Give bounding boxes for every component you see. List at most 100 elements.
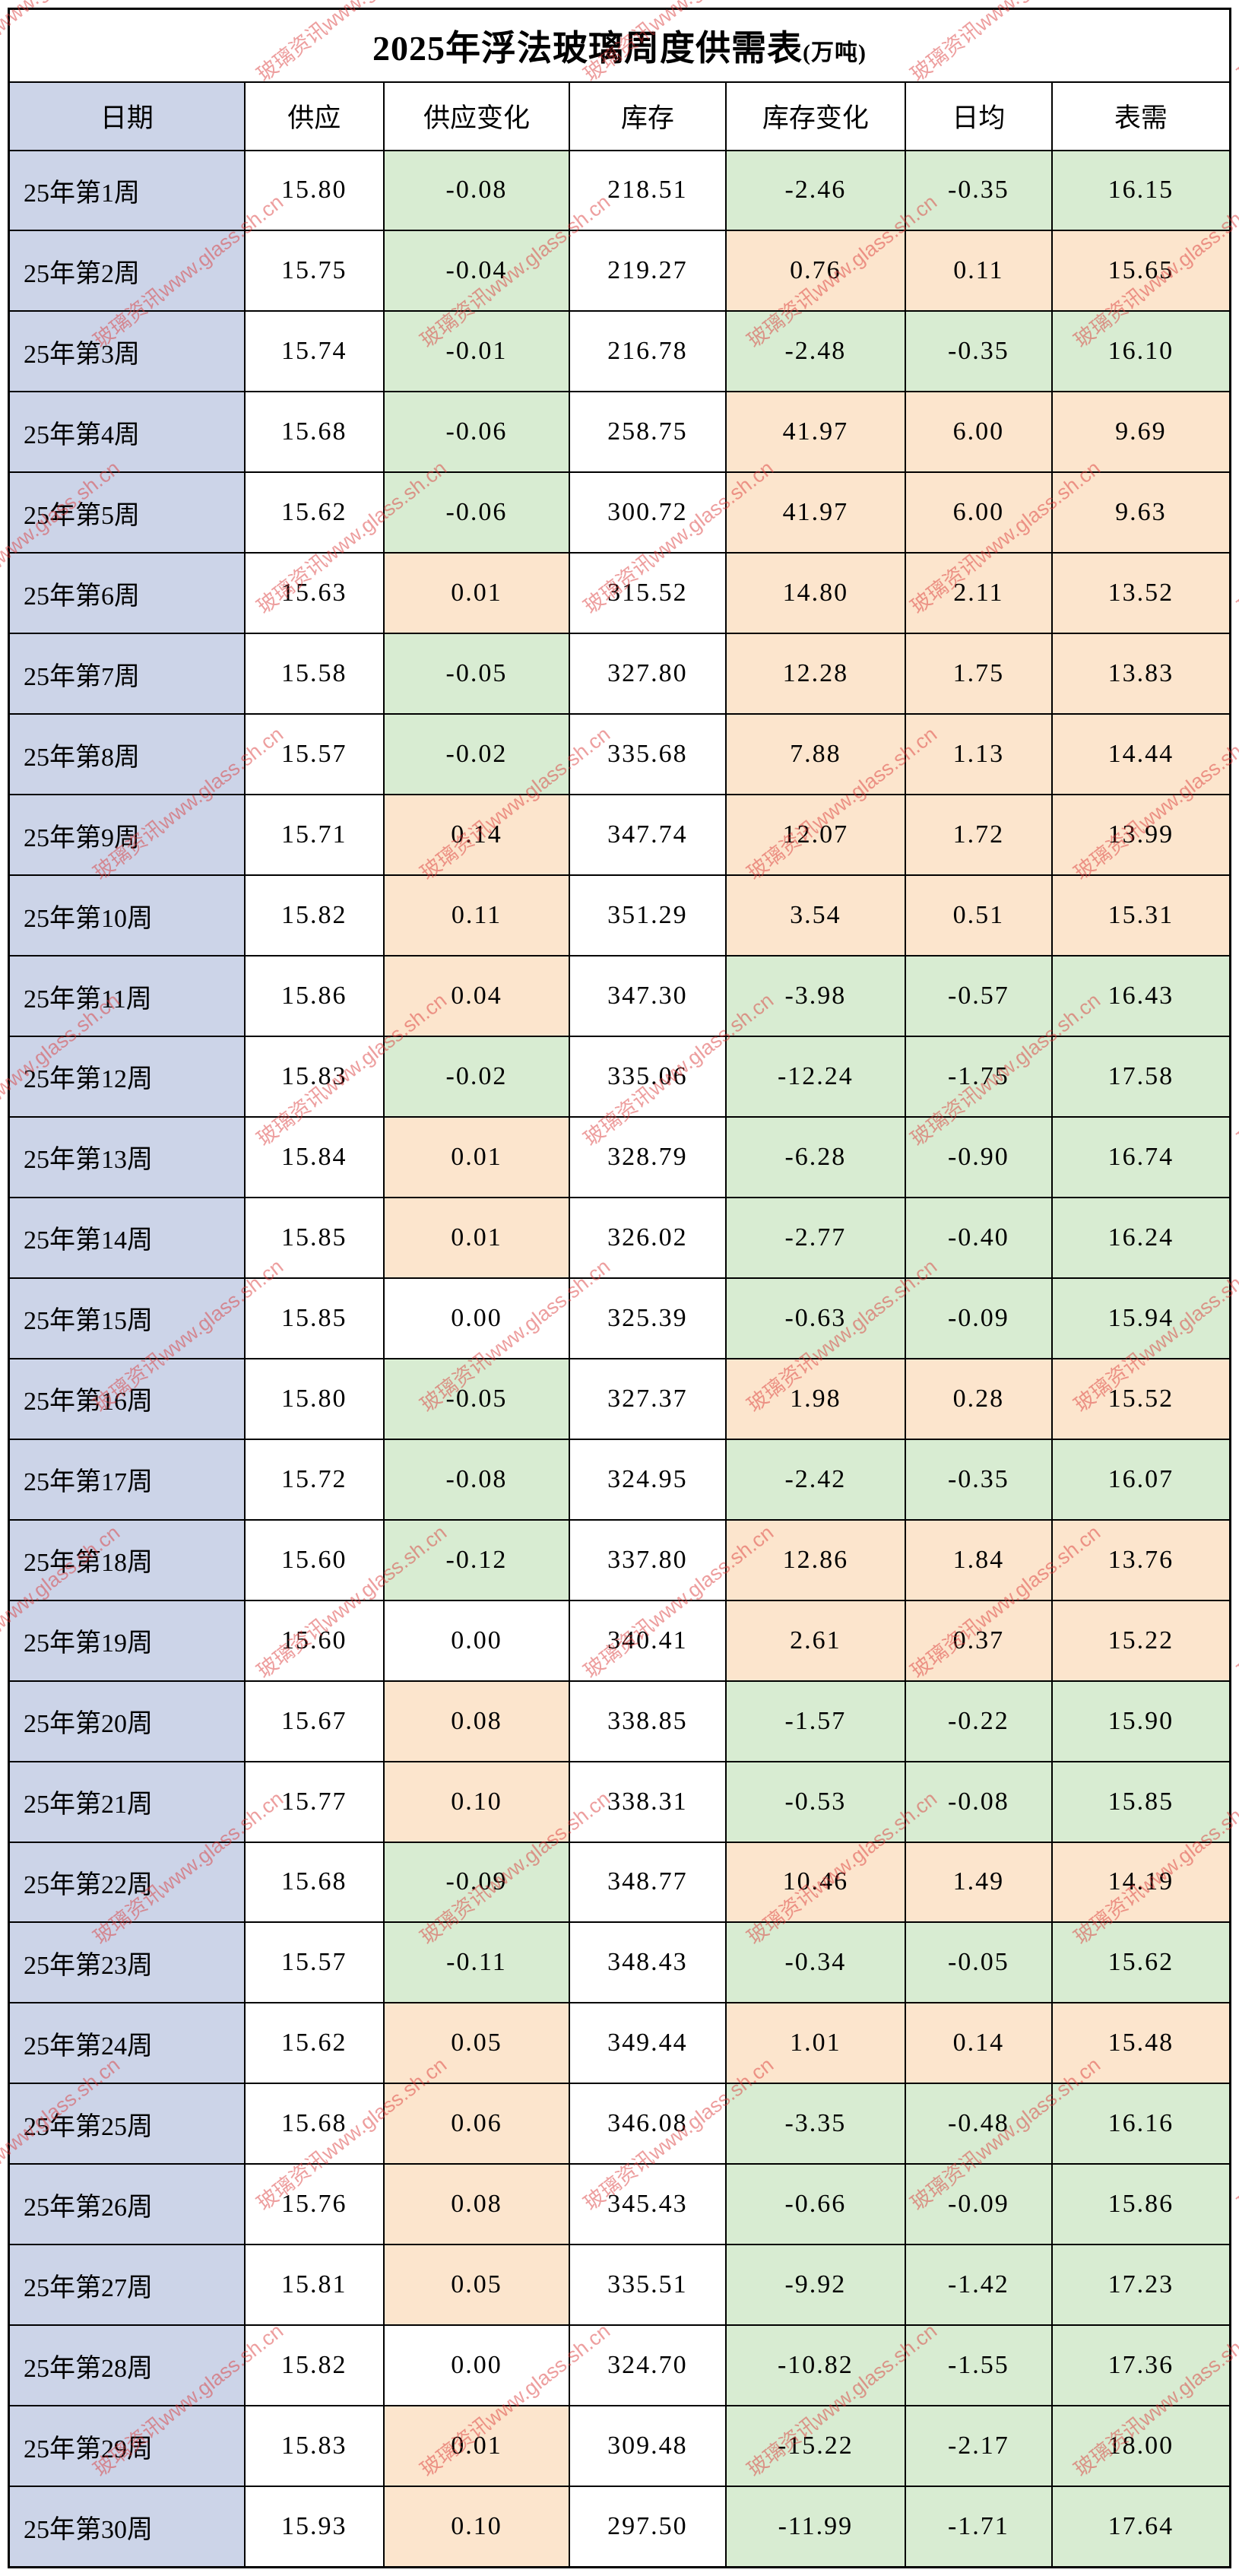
value-cell: 15.60 [243,1518,385,1601]
value-cell: 17.36 [1050,2324,1231,2407]
week-label-cell: 25年第16周 [8,1357,246,1440]
value-cell: 15.93 [243,2486,385,2568]
table-row: 25年第30周 15.93 0.10 297.50 -11.99 -1.71 17.64 [8,2486,1231,2568]
week-label-cell: 25年第23周 [8,1921,246,2004]
value-cell: -3.35 [724,2083,906,2165]
value-cell: -0.11 [382,1921,571,2004]
value-cell: 15.83 [243,1035,385,1118]
week-label-cell: 25年第1周 [8,149,246,232]
value-cell: -9.92 [724,2244,906,2327]
week-label-cell: 25年第2周 [8,230,246,312]
value-cell: 10.46 [724,1841,906,1924]
value-cell: 9.69 [1050,391,1231,474]
table-row: 25年第22周 15.68 -0.09 348.77 10.46 1.49 14.19 [8,1841,1231,1924]
value-cell: 15.75 [243,230,385,312]
value-cell: -2.48 [724,310,906,393]
column-header: 供应 [243,81,385,151]
value-cell: 16.16 [1050,2083,1231,2165]
value-cell: 216.78 [569,310,727,393]
title-row: 2025年浮法玻璃周度供需表(万吨) [8,8,1231,83]
value-cell: 1.84 [904,1518,1053,1601]
value-cell: 338.31 [569,1760,727,1843]
value-cell: 0.01 [382,1115,571,1198]
value-cell: 14.19 [1050,1841,1231,1924]
table-row: 25年第6周 15.63 0.01 315.52 14.80 2.11 13.52 [8,552,1231,635]
value-cell: 15.74 [243,310,385,393]
value-cell: 15.71 [243,794,385,877]
table-row: 25年第29周 15.83 0.01 309.48 -15.22 -2.17 18.00 [8,2405,1231,2488]
value-cell: 338.85 [569,1680,727,1762]
table-row: 25年第26周 15.76 0.08 345.43 -0.66 -0.09 15.86 [8,2163,1231,2246]
value-cell: 0.05 [382,2244,571,2327]
week-label-cell: 25年第22周 [8,1841,246,1924]
value-cell: -0.34 [724,1921,906,2004]
table-row: 25年第8周 15.57 -0.02 335.68 7.88 1.13 14.44 [8,713,1231,796]
value-cell: 16.74 [1050,1115,1231,1198]
table-row: 25年第4周 15.68 -0.06 258.75 41.97 6.00 9.69 [8,391,1231,474]
value-cell: 15.57 [243,1921,385,2004]
value-cell: -12.24 [724,1035,906,1118]
table-row: 25年第18周 15.60 -0.12 337.80 12.86 1.84 13.76 [8,1518,1231,1601]
value-cell: 340.41 [569,1599,727,1682]
value-cell: 324.70 [569,2324,727,2407]
table-row: 25年第25周 15.68 0.06 346.08 -3.35 -0.48 16.16 [8,2083,1231,2165]
value-cell: 0.14 [382,794,571,877]
value-cell: 345.43 [569,2163,727,2246]
value-cell: 0.06 [382,2083,571,2165]
table-row: 25年第16周 15.80 -0.05 327.37 1.98 0.28 15.52 [8,1357,1231,1440]
value-cell: -0.06 [382,391,571,474]
value-cell: 335.51 [569,2244,727,2327]
value-cell: 7.88 [724,713,906,796]
title-text: 2025年浮法玻璃周度供需表 [372,28,803,68]
column-header: 供应变化 [382,81,571,151]
value-cell: -0.35 [904,310,1053,393]
value-cell: 15.57 [243,713,385,796]
value-cell: -0.02 [382,713,571,796]
value-cell: -1.75 [904,1035,1053,1118]
week-label-cell: 25年第7周 [8,633,246,715]
value-cell: -0.53 [724,1760,906,1843]
value-cell: -0.08 [382,1438,571,1521]
value-cell: 41.97 [724,471,906,554]
value-cell: 347.74 [569,794,727,877]
value-cell: -11.99 [724,2486,906,2568]
value-cell: 15.83 [243,2405,385,2488]
value-cell: 41.97 [724,391,906,474]
value-cell: 15.85 [243,1277,385,1359]
value-cell: 0.00 [382,1277,571,1359]
value-cell: -3.98 [724,955,906,1037]
value-cell: 15.82 [243,874,385,957]
value-cell: 348.43 [569,1921,727,2004]
value-cell: -0.09 [382,1841,571,1924]
value-cell: 13.52 [1050,552,1231,635]
value-cell: -0.02 [382,1035,571,1118]
value-cell: 15.76 [243,2163,385,2246]
value-cell: 1.75 [904,633,1053,715]
table-row: 25年第7周 15.58 -0.05 327.80 12.28 1.75 13.83 [8,633,1231,715]
value-cell: 15.85 [243,1196,385,1279]
week-label-cell: 25年第27周 [8,2244,246,2327]
value-cell: 16.24 [1050,1196,1231,1279]
value-cell: 1.49 [904,1841,1053,1924]
supply-demand-table-wrap: 2025年浮法玻璃周度供需表(万吨) 日期 供应 供应变化 库存 库存变化 日均 表需 25… [8,8,1231,2568]
week-label-cell: 25年第6周 [8,552,246,635]
supply-demand-table: 2025年浮法玻璃周度供需表(万吨) 日期 供应 供应变化 库存 库存变化 日均 表需 25… [8,8,1231,2568]
value-cell: -10.82 [724,2324,906,2407]
value-cell: 13.83 [1050,633,1231,715]
value-cell: 15.52 [1050,1357,1231,1440]
value-cell: 351.29 [569,874,727,957]
table-row: 25年第17周 15.72 -0.08 324.95 -2.42 -0.35 16.07 [8,1438,1231,1521]
week-label-cell: 25年第14周 [8,1196,246,1279]
value-cell: 324.95 [569,1438,727,1521]
table-row: 25年第13周 15.84 0.01 328.79 -6.28 -0.90 16.74 [8,1115,1231,1198]
value-cell: 15.48 [1050,2002,1231,2085]
value-cell: 15.68 [243,2083,385,2165]
week-label-cell: 25年第11周 [8,955,246,1037]
value-cell: 13.76 [1050,1518,1231,1601]
value-cell: 300.72 [569,471,727,554]
column-header: 库存 [569,81,727,151]
value-cell: 326.02 [569,1196,727,1279]
value-cell: 15.90 [1050,1680,1231,1762]
week-label-cell: 25年第25周 [8,2083,246,2165]
week-label-cell: 25年第5周 [8,471,246,554]
